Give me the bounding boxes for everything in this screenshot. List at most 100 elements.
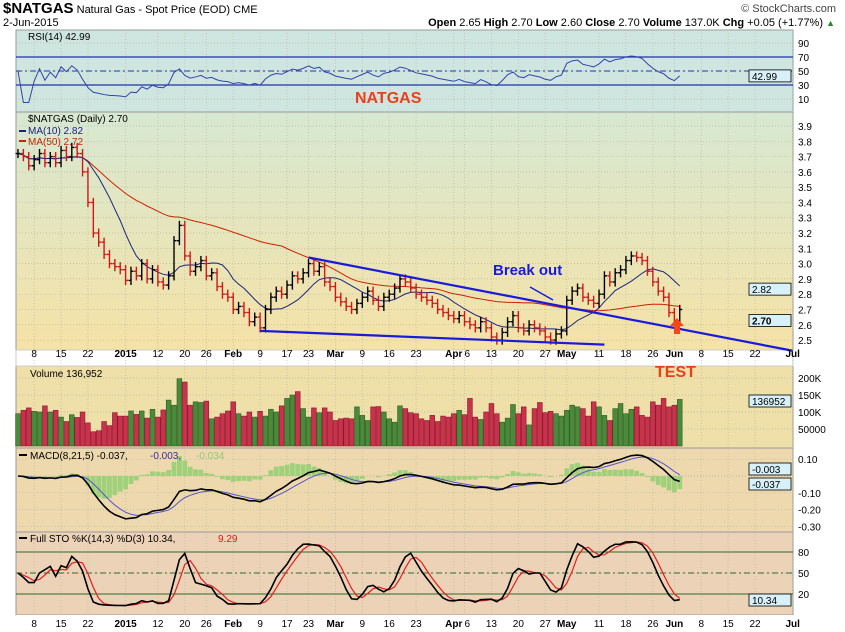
x-tick-label: 11 (594, 349, 605, 360)
price-bar (209, 268, 215, 281)
x-tick-label: 26 (201, 349, 213, 360)
volume-bar (348, 418, 355, 447)
volume-bar (531, 408, 538, 447)
volume-bar (585, 415, 591, 447)
price-bar (155, 265, 161, 287)
macd-histogram-bar (661, 476, 666, 488)
macd-histogram-bar (263, 475, 268, 476)
volume-bar (316, 412, 322, 447)
x-tick-label: 23 (303, 349, 315, 360)
rsi-legend: RSI(14) 42.99 (28, 32, 91, 43)
volume-bar (321, 407, 328, 447)
close-value-tag-box (748, 314, 792, 327)
macd-histogram-bar (90, 476, 96, 494)
volume-bar (569, 404, 575, 447)
volume-bar (101, 421, 107, 447)
volume-value-tag-box (748, 394, 792, 408)
volume-bar (246, 411, 253, 447)
rsi-y-tick: 30 (798, 81, 810, 92)
x-tick-label: Jul (785, 619, 800, 630)
volume-bar (558, 415, 565, 447)
macd-histogram-bar (306, 464, 311, 476)
volume-bar (20, 409, 27, 447)
price-bar (392, 283, 398, 299)
price-bar (354, 298, 360, 315)
macd-signal-tag: -0.003 (752, 465, 781, 476)
macd-histogram-bar (634, 470, 640, 476)
macd-histogram-bar (666, 476, 672, 491)
macd-histogram-bar (618, 469, 623, 476)
price-bar (284, 280, 290, 299)
price-y-tick: 3.7 (798, 153, 812, 164)
x-tick-label: 23 (411, 349, 423, 360)
macd-histogram-bar (558, 474, 564, 476)
macd-histogram-bar (456, 476, 462, 480)
x-tick-label: Jun (665, 349, 683, 360)
volume-bar (370, 406, 376, 447)
macd-signal-tag-box (748, 462, 792, 476)
volume-bar (607, 420, 613, 447)
quote-summary: Open 2.65 High 2.70 Low 2.60 Close 2.70 … (428, 17, 835, 29)
macd-histogram-bar (526, 473, 532, 476)
price-bar (580, 283, 586, 302)
price-bar (655, 277, 661, 296)
x-tick-label: 2015 (114, 619, 137, 630)
price-bar (639, 252, 645, 266)
price-y-tick: 2.6 (798, 321, 812, 332)
volume-bar (52, 409, 59, 447)
macd-histogram-bar (354, 476, 360, 482)
volume-bar (451, 413, 457, 447)
price-bar (252, 312, 258, 327)
price-bar (623, 255, 629, 275)
price-bar (236, 301, 242, 315)
price-bar (289, 271, 295, 290)
price-bar (531, 320, 537, 333)
price-y-tick: 3.4 (798, 198, 812, 209)
price-bar (424, 292, 430, 305)
volume-bar (42, 405, 48, 447)
volume-bar (564, 409, 570, 447)
macd-histogram-bar (478, 476, 484, 478)
volume-legend: Volume 136,952 (30, 369, 103, 380)
volume-bar (343, 417, 349, 447)
price-legend: $NATGAS (Daily) 2.70 (28, 114, 128, 125)
volume-bar (397, 405, 403, 447)
rsi-y-tick: 10 (798, 95, 810, 106)
volume-bar (295, 391, 301, 447)
price-bar (171, 236, 177, 281)
volume-bar (628, 408, 635, 447)
chart-date: 2-Jun-2015 (3, 17, 59, 29)
price-bar (139, 259, 145, 281)
macd-histogram-bar (209, 473, 215, 476)
x-tick-label: 26 (647, 619, 659, 630)
macd-histogram-bar (300, 464, 306, 476)
price-bar (106, 249, 112, 269)
volume-bar (391, 421, 398, 447)
macd-histogram-bar (451, 476, 457, 482)
ma10-legend: MA(10) 2.82 (28, 126, 83, 137)
macd-histogram-bar (187, 466, 193, 476)
macd-histogram-bar (343, 476, 349, 484)
price-bar (607, 271, 613, 287)
volume-bar (537, 402, 543, 447)
volume-bar (477, 419, 484, 447)
x-tick-label: 12 (152, 349, 164, 360)
price-bar (381, 292, 387, 312)
volume-bar (74, 417, 80, 447)
volume-bar (580, 408, 586, 447)
macd-y-tick: -0.20 (798, 506, 821, 517)
price-bar (37, 148, 43, 165)
price-y-tick: 2.8 (798, 290, 812, 301)
volume-bar (413, 413, 419, 447)
x-tick-label: 6 (464, 619, 470, 630)
price-bar (569, 286, 575, 305)
macd-histogram-bar (333, 476, 338, 480)
price-bar (456, 311, 462, 324)
price-bar (295, 271, 301, 284)
macd-histogram-bar (591, 471, 597, 476)
macd-histogram-bar (273, 466, 279, 476)
macd-histogram-bar (53, 476, 59, 477)
volume-bar (278, 405, 285, 447)
price-bar (419, 289, 424, 302)
volume-bar (494, 413, 500, 447)
